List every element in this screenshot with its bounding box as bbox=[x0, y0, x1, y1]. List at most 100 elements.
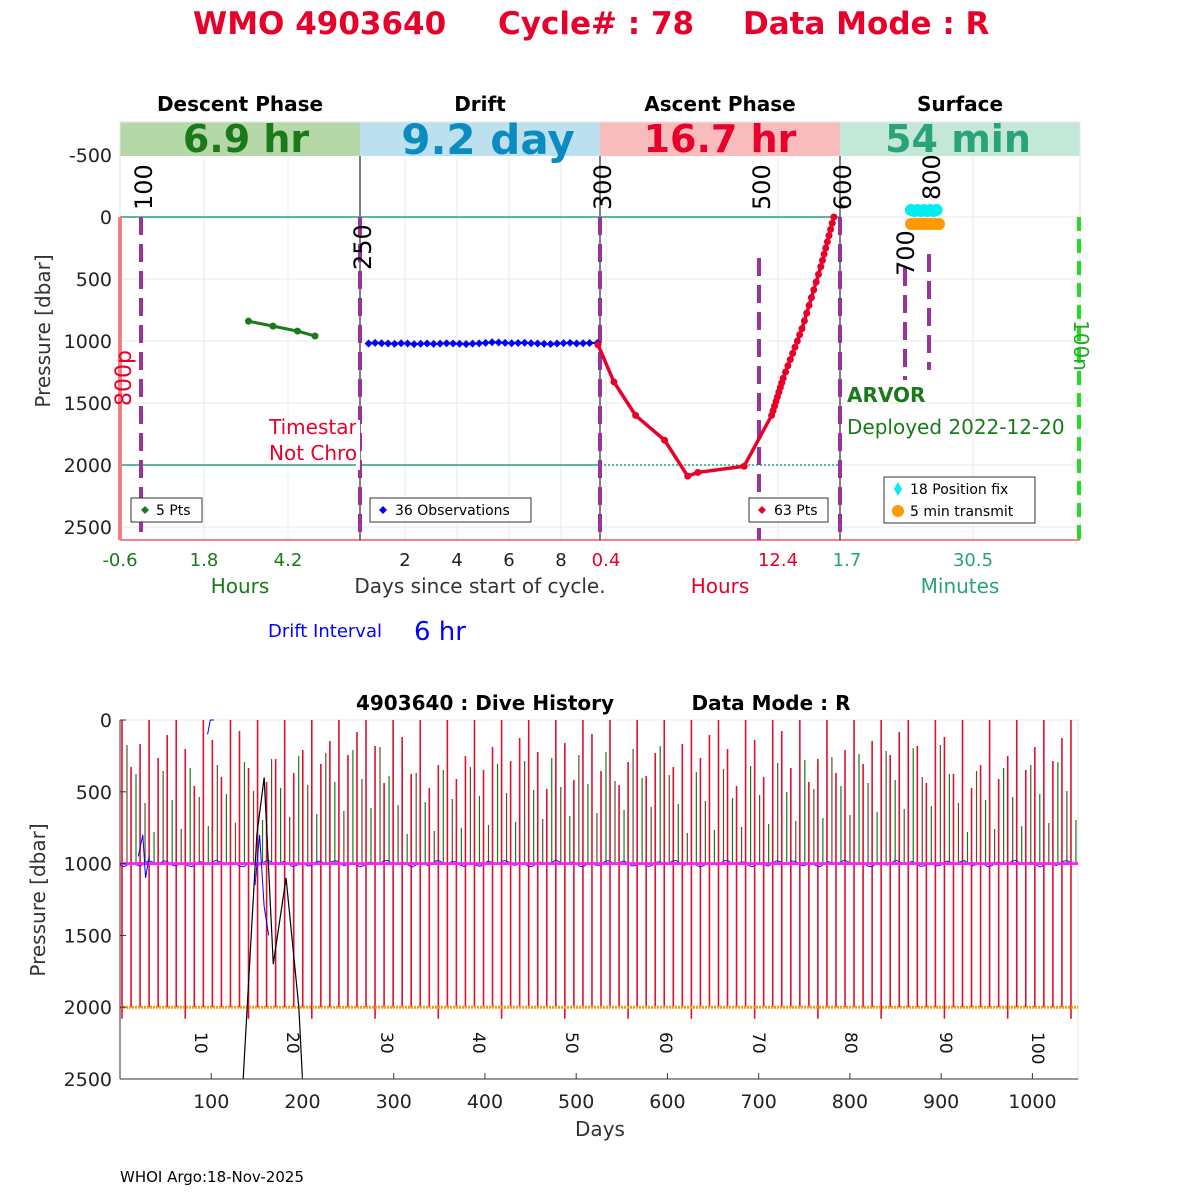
bottom-ytick-label: 500 bbox=[76, 782, 112, 804]
label-800p: 800p bbox=[112, 350, 137, 406]
ascent-series-point bbox=[827, 225, 835, 233]
label-100: 100 bbox=[130, 164, 158, 210]
drift-series-point bbox=[423, 339, 432, 348]
drift-series-point bbox=[533, 339, 542, 348]
drift-interval-value: 6 hr bbox=[414, 617, 466, 647]
drift-series-point bbox=[455, 339, 464, 348]
position-fix-dot bbox=[930, 204, 943, 216]
xtick-descent-1: 1.8 bbox=[190, 550, 219, 571]
label-300: 300 bbox=[589, 164, 617, 210]
descent-series-point bbox=[294, 327, 301, 335]
legend-descent-marker bbox=[141, 506, 149, 514]
drift-series-point bbox=[410, 340, 419, 349]
xtick-ascent-1: 12.4 bbox=[758, 550, 798, 571]
drift-series-point bbox=[384, 339, 393, 348]
phase-name-drift: Drift bbox=[454, 92, 506, 116]
bottom-xticks: 100 200 300 400 500 600 700 800 900 1000 bbox=[193, 1073, 1057, 1113]
bottom-xtick-label: 400 bbox=[467, 1091, 503, 1113]
footer-credit: WHOI Argo:18-Nov-2025 bbox=[120, 1168, 304, 1186]
descent-series-line bbox=[248, 319, 316, 338]
surface-dots bbox=[905, 204, 945, 230]
legend-descent: 5 Pts bbox=[130, 497, 203, 523]
ascent-series-point bbox=[784, 362, 792, 370]
ascent-series-line bbox=[596, 216, 836, 479]
legend-drift-marker bbox=[379, 506, 387, 514]
cycle-number-label: 10 bbox=[190, 1032, 210, 1054]
legend-transmit-label: 5 min transmit bbox=[910, 504, 1014, 520]
drift-series-point bbox=[403, 339, 412, 348]
drift-series-point bbox=[371, 338, 380, 347]
descent-series-point bbox=[269, 322, 277, 330]
ascent-series-point bbox=[810, 286, 818, 294]
top-ytick-label: -500 bbox=[69, 145, 112, 167]
bottom-ytick-label: 2000 bbox=[64, 997, 112, 1019]
label-500: 500 bbox=[748, 164, 776, 210]
top-series bbox=[245, 213, 838, 480]
legend-ascent: 63 Pts bbox=[748, 497, 829, 523]
float-type: ARVOR bbox=[847, 383, 925, 407]
drift-series-point bbox=[527, 339, 536, 348]
drift-series-point bbox=[468, 339, 477, 348]
bottom-xtick-label: 500 bbox=[558, 1091, 594, 1113]
bottom-ytick-label: 1000 bbox=[64, 854, 112, 876]
cycle-number-label: 70 bbox=[748, 1032, 768, 1054]
transmit-dot bbox=[933, 218, 945, 230]
drift-series-point bbox=[397, 339, 406, 348]
legend-ascent-marker bbox=[758, 506, 766, 514]
bottom-ytick-label: 1500 bbox=[64, 925, 112, 947]
title-mode: Data Mode : R bbox=[743, 6, 990, 42]
xtick-drift-2: 6 bbox=[503, 550, 514, 571]
phase-band-descent bbox=[120, 122, 360, 156]
ascent-series-point bbox=[661, 436, 669, 444]
drift-series-point bbox=[377, 339, 386, 348]
label-600: 600 bbox=[829, 164, 857, 210]
top-ytick-label: 0 bbox=[100, 207, 112, 229]
legend-surface: 18 Position fix 5 min transmit bbox=[883, 476, 1036, 524]
drift-series-point bbox=[475, 339, 484, 348]
ascent-series-point bbox=[812, 278, 820, 286]
ascent-series-point bbox=[740, 462, 748, 470]
anomaly-trace bbox=[254, 834, 270, 936]
ascent-series-point bbox=[820, 250, 828, 258]
title-wmo: WMO 4903640 bbox=[193, 6, 446, 42]
bottom-xtick-label: 100 bbox=[193, 1091, 229, 1113]
bottom-yticks: 0 500 1000 1500 2000 2500 bbox=[64, 710, 126, 1091]
dive-history-chart: 4903640 : Dive History Data Mode : R 0 50… bbox=[26, 691, 1079, 1141]
bottom-xtick-label: 200 bbox=[284, 1091, 320, 1113]
label-100n: 100n bbox=[1069, 320, 1093, 371]
drift-series-point bbox=[540, 339, 549, 348]
drift-series-point bbox=[462, 339, 471, 348]
xtick-drift-0: 2 bbox=[399, 550, 410, 571]
top-ytick-label: 1500 bbox=[64, 393, 112, 415]
ascent-series-point bbox=[830, 213, 838, 221]
phase-duration-descent: 6.9 hr bbox=[183, 117, 310, 161]
drift-series-point bbox=[572, 339, 581, 348]
drift-series-point bbox=[501, 338, 510, 347]
legend-ascent-label: 63 Pts bbox=[774, 503, 818, 519]
label-250: 250 bbox=[349, 224, 377, 270]
cycle-number-label: 100 bbox=[1027, 1032, 1047, 1064]
deployed-date: Deployed 2022-12-20 bbox=[847, 415, 1065, 439]
drift-series-point bbox=[579, 339, 588, 348]
ascent-series-point bbox=[610, 378, 618, 386]
legend-drift: 36 Observations bbox=[369, 497, 532, 523]
bottom-axes-frame bbox=[119, 719, 1079, 1080]
top-ytick-label: 500 bbox=[76, 269, 112, 291]
legend-drift-label: 36 Observations bbox=[395, 503, 510, 519]
xlabel-drift: Days since start of cycle. bbox=[354, 574, 605, 598]
bottom-xtick-label: 700 bbox=[741, 1091, 777, 1113]
drift-series-point bbox=[566, 338, 575, 347]
phase-duration-ascent: 16.7 hr bbox=[644, 117, 797, 161]
cycle-number-label: 50 bbox=[561, 1032, 581, 1054]
ascent-series-point bbox=[786, 356, 794, 364]
phase-duration-drift: 9.2 day bbox=[401, 115, 575, 164]
ascent-series-point bbox=[791, 343, 799, 351]
ascent-series-point bbox=[825, 232, 833, 240]
ascent-series-point bbox=[803, 309, 811, 317]
ascent-series-point bbox=[779, 374, 787, 382]
xtick-ascent-0: 0.4 bbox=[592, 550, 621, 571]
drift-series-point bbox=[488, 338, 497, 347]
ascent-series-point bbox=[796, 331, 804, 339]
xtick-drift-1: 4 bbox=[451, 550, 462, 571]
ascent-series-point bbox=[817, 263, 825, 271]
